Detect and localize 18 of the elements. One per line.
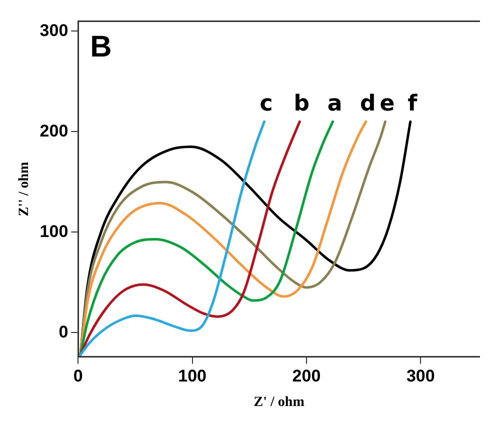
y-axis-title: Z'' / ohm — [17, 161, 32, 216]
line-series — [79, 120, 266, 356]
x-tick-label: 300 — [406, 366, 435, 386]
series-label: b — [294, 91, 310, 116]
y-tick-label: 100 — [40, 222, 68, 241]
series-label: e — [380, 91, 395, 116]
x-tick-label: 200 — [292, 366, 321, 386]
series-label: f — [408, 91, 418, 116]
x-tick-label: 100 — [178, 366, 207, 386]
x-tick-label: 0 — [73, 366, 83, 386]
series-label: d — [360, 91, 376, 116]
chart-title: B — [90, 30, 112, 64]
series-label: c — [260, 91, 273, 116]
y-tick-label: 0 — [58, 322, 68, 342]
y-tick-label: 200 — [40, 121, 68, 140]
y-tick-label: 300 — [40, 20, 68, 40]
x-axis-title: Z' / ohm — [254, 395, 305, 410]
series-label: a — [327, 91, 342, 116]
